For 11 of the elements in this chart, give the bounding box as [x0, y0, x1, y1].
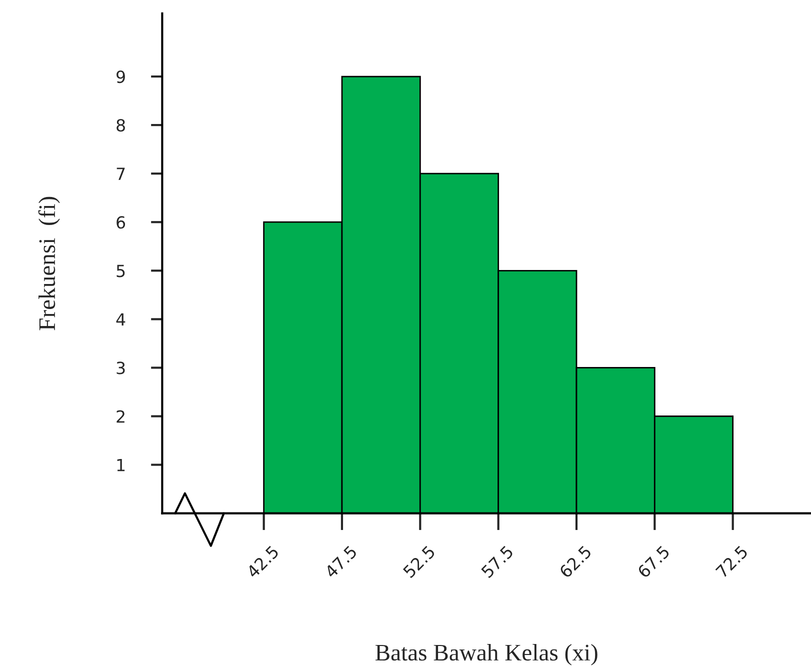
y-tick-label: 2	[116, 410, 124, 423]
y-tick-label: 6	[116, 216, 126, 229]
y-tick-label: 8	[116, 119, 125, 132]
y-tick-label: 1	[117, 458, 125, 472]
y-tick-label: 4	[116, 313, 126, 326]
y-axis-title: Frekuensi (fi)	[38, 196, 60, 330]
x-axis-title: Batas Bawah Kelas (xi)	[375, 644, 598, 666]
y-tick-label: 7	[116, 168, 125, 180]
y-tick-label: 3	[116, 362, 125, 374]
y-tick-label: 9	[116, 70, 125, 84]
y-tick-label: 5	[116, 264, 125, 278]
